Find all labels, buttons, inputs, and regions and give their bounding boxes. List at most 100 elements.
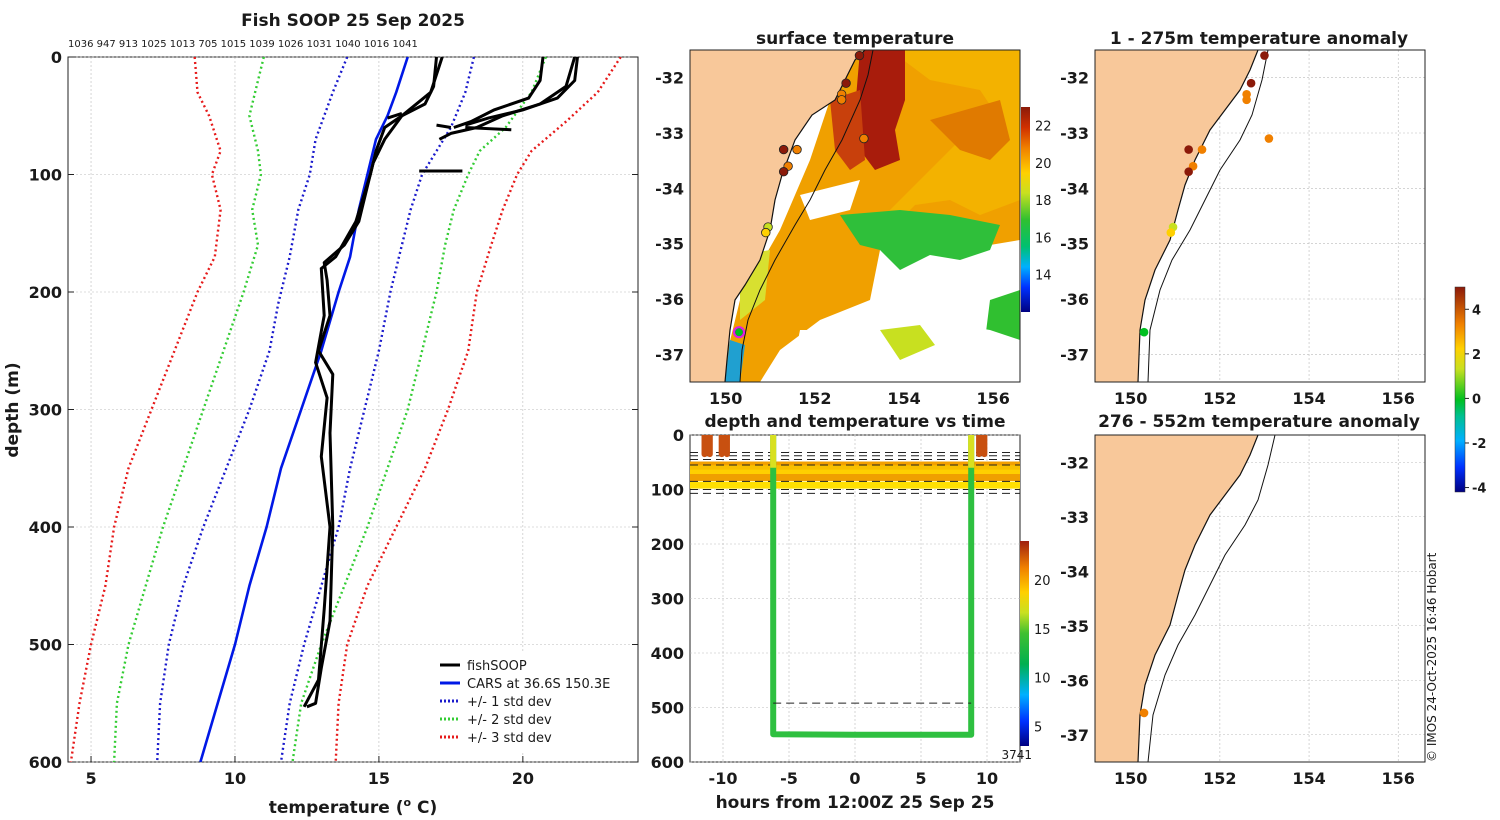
anom-top-map xyxy=(1095,50,1269,382)
profile-fishsoop-trace xyxy=(302,57,438,708)
map-lon-label: 152 xyxy=(1203,769,1236,788)
timeseries-colorbar-label: 10 xyxy=(1034,672,1051,687)
sst-axes-frame xyxy=(689,49,1021,383)
ts-x-tick-label: -5 xyxy=(780,769,798,788)
profile-legend: fishSOOP CARS at 36.6S 150.3E +/- 1 std de… xyxy=(436,653,622,751)
station-marker xyxy=(761,227,771,238)
sst-mid-area xyxy=(870,50,1020,240)
profile-series--2-std-dev-warm- xyxy=(291,57,548,762)
sst-colorbar xyxy=(1021,107,1030,312)
timeseries-colorbar-labels: 20 15 10 5 xyxy=(1034,574,1051,735)
profile-fishsoop-trace xyxy=(453,57,545,129)
station-marker xyxy=(1166,228,1176,237)
ts-y-tick-label: 600 xyxy=(651,753,684,772)
profile-y-tick-label: 0 xyxy=(51,48,62,67)
anom-top-title: 1 - 275m temperature anomaly xyxy=(1110,29,1408,49)
map-lon-label: 154 xyxy=(1292,389,1325,408)
anomaly-colorbar-label: 2 xyxy=(1472,348,1481,363)
station-marker xyxy=(854,50,865,61)
timeseries-colorbar-label: 20 xyxy=(1034,574,1051,589)
profile-series-cars-at-36-6s-150-3e xyxy=(199,57,409,762)
ts-y-tick-label: 400 xyxy=(651,644,684,663)
map-lat-label: -35 xyxy=(1060,617,1089,636)
map-lat-label: -36 xyxy=(1060,290,1089,309)
sst-colorbar-label: 16 xyxy=(1035,231,1052,246)
map-lat-label: -35 xyxy=(1060,235,1089,254)
timeseries-gridlines xyxy=(690,434,1020,763)
map-lon-label: 154 xyxy=(887,389,920,408)
profile-x-tick-label: 5 xyxy=(85,769,96,788)
sst-cloud-patch-3 xyxy=(790,330,880,382)
station-marker xyxy=(1264,134,1274,143)
station-marker xyxy=(1184,167,1193,177)
station-marker xyxy=(778,167,789,177)
anom-top-tick-labels: 150 152 154 156 -32 -33 -34 -35 -36 -37 xyxy=(1060,69,1415,408)
anom-bottom-map xyxy=(1095,435,1276,762)
profile-series--3-std-dev-cool- xyxy=(69,57,222,762)
station-marker xyxy=(1242,95,1251,105)
anom-bottom-title: 276 - 552m temperature anomaly xyxy=(1098,412,1420,432)
map-lat-label: -32 xyxy=(1060,453,1089,472)
sst-isobath xyxy=(739,50,874,382)
profile-ylabel: depth (m) xyxy=(3,362,23,457)
anomaly-colorbar-label: -4 xyxy=(1472,482,1486,497)
map-lat-label: -33 xyxy=(655,124,684,143)
ts-x-tick-label: 5 xyxy=(915,769,926,788)
credit-text: © IMOS 24-Oct-2025 16:46 Hobart xyxy=(1425,552,1439,762)
map-lat-label: -37 xyxy=(655,345,684,364)
legend-label-sd1: +/- 1 std dev xyxy=(467,695,552,710)
ts-deep-cast xyxy=(770,435,975,738)
ts-y-tick-label: 200 xyxy=(651,535,684,554)
surface-temperature-panel: 150 152 154 156 -32 -33 -34 -35 -36 -37 surface t… xyxy=(655,29,1051,408)
anomaly-colorbar-label: 0 xyxy=(1472,392,1481,407)
sst-field xyxy=(690,50,1020,382)
profile-fishsoop-trace xyxy=(464,57,579,127)
station-marker xyxy=(1139,708,1149,718)
station-marker xyxy=(1197,145,1207,154)
map-lat-label: -35 xyxy=(655,235,684,254)
map-lat-label: -34 xyxy=(1060,179,1089,198)
sst-cloud-patch-1 xyxy=(910,265,1000,310)
legend-label-sd2: +/- 2 std dev xyxy=(467,713,552,728)
map-lat-label: -34 xyxy=(1060,562,1089,581)
profile-fishsoop-trace xyxy=(436,123,452,129)
sst-hot-edge xyxy=(830,90,865,170)
anom-top-land xyxy=(1095,50,1258,382)
anom-bottom-tick-labels: 150 152 154 156 -32 -33 -34 -35 -36 -37 xyxy=(1060,453,1415,788)
profile-x-tick-label: 20 xyxy=(512,769,534,788)
station-marker xyxy=(841,78,851,88)
profile-series--2-std-dev-cool- xyxy=(112,57,265,762)
station-marker xyxy=(778,144,789,155)
timeseries-colorbar-label: 5 xyxy=(1034,720,1042,735)
sst-cloud-patch-4 xyxy=(800,180,860,220)
sst-coastline xyxy=(724,50,866,382)
anom-bottom-isobath xyxy=(1147,435,1276,762)
map-lon-label: 150 xyxy=(1114,769,1147,788)
sst-colorbar-labels: 22 20 18 16 14 xyxy=(1035,120,1052,284)
legend-label-cars: CARS at 36.6S 150.3E xyxy=(467,677,610,692)
map-lat-label: -33 xyxy=(1060,508,1089,527)
station-marker xyxy=(1246,78,1256,88)
sst-tick-labels: 150 152 154 156 -32 -33 -34 -35 -36 -37 xyxy=(655,69,1010,408)
legend-box xyxy=(436,653,622,751)
profile-y-tick-label: 100 xyxy=(29,166,62,185)
profile-title: Fish SOOP 25 Sep 2025 xyxy=(241,11,465,31)
profile-y-tick-label: 200 xyxy=(29,283,62,302)
map-lon-label: 150 xyxy=(709,389,742,408)
profile-fishsoop-trace xyxy=(465,126,512,132)
map-lon-label: 156 xyxy=(977,389,1010,408)
sst-cool-patch-3 xyxy=(880,325,935,360)
profile-xlabel: temperature (o C) xyxy=(269,796,438,818)
anomaly-colorbar-label: -2 xyxy=(1472,437,1486,452)
anomaly-colorbar-label: 4 xyxy=(1472,303,1481,318)
profile-curves xyxy=(69,57,622,762)
ts-y-tick-label: 300 xyxy=(651,590,684,609)
sst-station-markers xyxy=(732,50,869,339)
anom-bottom-frame xyxy=(1094,434,1426,763)
sst-colorbar-label: 14 xyxy=(1035,269,1052,284)
map-lat-label: -34 xyxy=(655,179,684,198)
